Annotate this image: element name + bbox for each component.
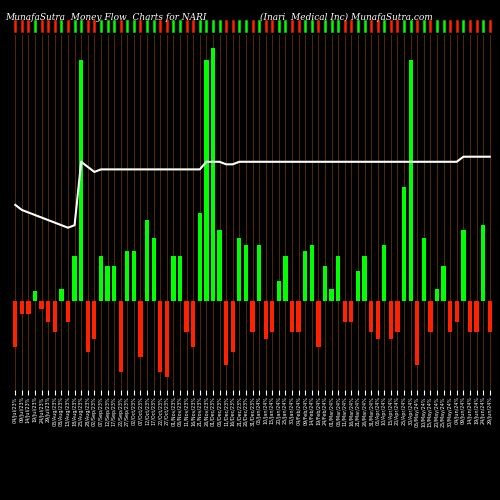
Bar (310, 246, 314, 301)
Bar (435, 288, 439, 301)
Bar (138, 301, 142, 357)
Bar (369, 301, 374, 332)
Bar (356, 271, 360, 301)
Bar (79, 60, 84, 301)
Bar (422, 238, 426, 301)
Bar (52, 301, 57, 332)
Bar (112, 266, 116, 301)
Bar (211, 48, 215, 301)
Bar (270, 301, 274, 332)
Bar (290, 301, 294, 332)
Bar (145, 220, 149, 301)
Bar (218, 230, 222, 301)
Bar (323, 266, 327, 301)
Bar (230, 301, 235, 352)
Bar (125, 250, 130, 301)
Bar (46, 301, 50, 322)
Bar (448, 301, 452, 332)
Text: MunafaSutra  Money Flow  Charts for NARI: MunafaSutra Money Flow Charts for NARI (5, 12, 206, 22)
Bar (191, 301, 196, 347)
Bar (244, 246, 248, 301)
Bar (330, 288, 334, 301)
Bar (362, 256, 366, 301)
Bar (415, 301, 420, 364)
Bar (468, 301, 472, 332)
Bar (316, 301, 320, 347)
Bar (481, 225, 486, 301)
Bar (60, 288, 64, 301)
Bar (178, 256, 182, 301)
Bar (396, 301, 400, 332)
Bar (26, 301, 30, 314)
Bar (461, 230, 466, 301)
Bar (237, 238, 242, 301)
Bar (342, 301, 347, 322)
Bar (382, 246, 386, 301)
Bar (296, 301, 301, 332)
Bar (428, 301, 432, 332)
Bar (152, 238, 156, 301)
Bar (264, 301, 268, 340)
Bar (106, 266, 110, 301)
Bar (442, 266, 446, 301)
Bar (33, 291, 37, 301)
Bar (204, 60, 208, 301)
Bar (92, 301, 96, 340)
Bar (66, 301, 70, 322)
Bar (86, 301, 90, 352)
Bar (158, 301, 162, 372)
Bar (276, 281, 281, 301)
Bar (20, 301, 24, 314)
Bar (132, 250, 136, 301)
Bar (72, 256, 76, 301)
Bar (454, 301, 459, 322)
Bar (284, 256, 288, 301)
Bar (172, 256, 175, 301)
Bar (164, 301, 169, 378)
Bar (474, 301, 478, 332)
Bar (40, 301, 44, 309)
Bar (250, 301, 254, 332)
Bar (198, 212, 202, 301)
Bar (257, 246, 261, 301)
Bar (408, 60, 413, 301)
Bar (99, 256, 103, 301)
Bar (388, 301, 393, 340)
Bar (336, 256, 340, 301)
Bar (224, 301, 228, 364)
Bar (184, 301, 188, 332)
Bar (402, 187, 406, 301)
Bar (303, 250, 308, 301)
Bar (118, 301, 123, 372)
Bar (376, 301, 380, 340)
Bar (349, 301, 354, 322)
Bar (13, 301, 18, 347)
Text: (Inari  Medical Inc) MunafaSutra.com: (Inari Medical Inc) MunafaSutra.com (260, 12, 433, 22)
Bar (488, 301, 492, 332)
